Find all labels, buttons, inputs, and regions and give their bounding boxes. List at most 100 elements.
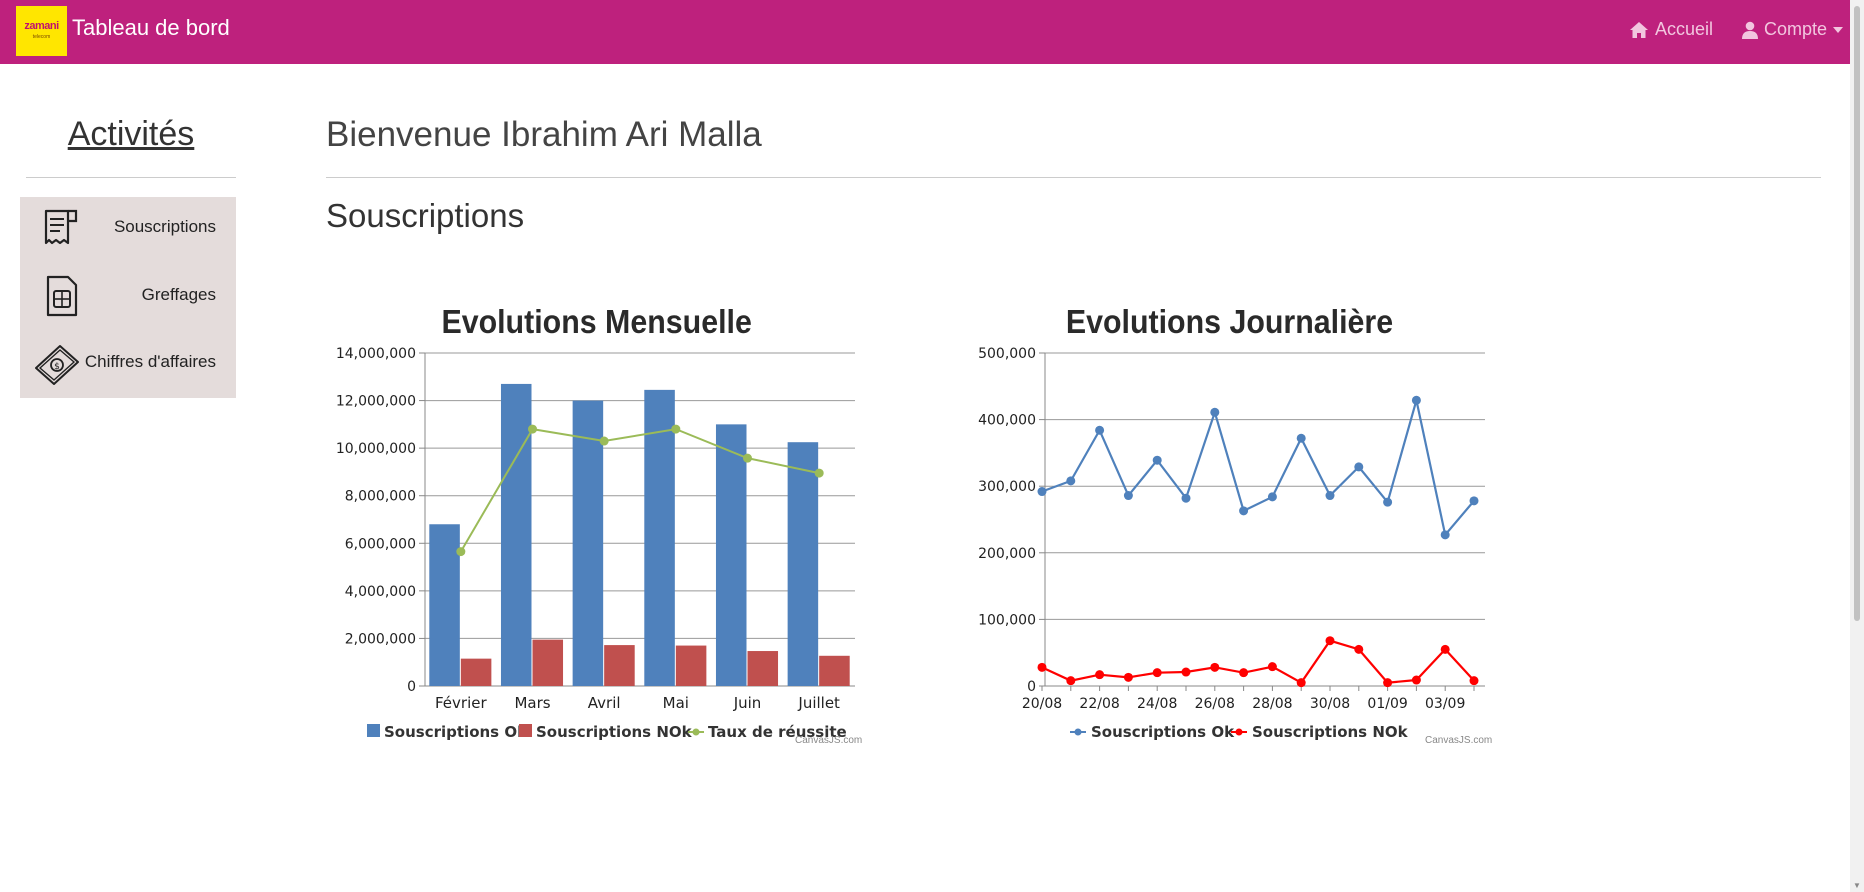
point-souscriptions-ok [1239, 506, 1249, 516]
section-title: Souscriptions [326, 197, 525, 234]
legend-marker [1074, 728, 1082, 736]
user-icon [1742, 21, 1758, 39]
y-tick-label: 300,000 [978, 479, 1036, 495]
point-taux-reussite [599, 436, 609, 446]
y-tick-label: 14,000,000 [336, 346, 416, 362]
sim-card-icon [46, 275, 78, 317]
bar-souscriptions-ok [715, 424, 747, 686]
y-tick-label: 2,000,000 [345, 631, 416, 647]
point-souscriptions-ok [1383, 497, 1393, 507]
scrollbar-thumb[interactable] [1854, 6, 1860, 621]
x-tick-label: Février [435, 694, 487, 712]
monthly-chart-credit[interactable]: CanvasJS.com [795, 735, 863, 746]
point-souscriptions-nok [1123, 672, 1133, 682]
sidebar-item-label: Chiffres d'affaires [84, 352, 216, 371]
daily-chart-credit[interactable]: CanvasJS.com [1425, 735, 1493, 746]
point-souscriptions-nok [1354, 644, 1364, 654]
point-souscriptions-nok [1325, 636, 1335, 646]
point-souscriptions-nok [1469, 676, 1479, 686]
daily-chart-title: Evolutions Journalière [1065, 303, 1394, 340]
legend-marker [519, 724, 532, 737]
sidebar-item-chiffres-affaires[interactable]: $ Chiffres d'affaires [20, 332, 236, 392]
point-souscriptions-ok [1325, 491, 1335, 501]
y-tick-label: 8,000,000 [345, 489, 416, 505]
y-tick-label: 12,000,000 [336, 394, 416, 410]
zamani-logo[interactable]: zamani telecom [16, 6, 67, 56]
legend-label: Taux de réussite [708, 723, 847, 741]
scroll-down-icon[interactable]: ▼ [1853, 881, 1861, 890]
sidebar-divider [26, 177, 236, 178]
home-link[interactable]: Accueil [1629, 19, 1713, 40]
brand-title[interactable]: Tableau de bord [72, 15, 230, 40]
point-taux-reussite [671, 424, 681, 434]
legend-label: Souscriptions NOk [1252, 723, 1409, 741]
bar-souscriptions-ok [572, 400, 604, 686]
legend-marker [367, 724, 380, 737]
point-souscriptions-nok [1267, 662, 1277, 672]
point-souscriptions-nok [1383, 678, 1393, 688]
sidebar-item-greffages[interactable]: Greffages [20, 265, 236, 325]
y-tick-label: 200,000 [978, 546, 1036, 562]
y-tick-label: 100,000 [978, 612, 1036, 628]
page-scrollbar[interactable]: ▼ [1850, 0, 1864, 892]
bar-souscriptions-nok [819, 655, 850, 686]
x-tick-label: 22/08 [1079, 696, 1119, 712]
point-souscriptions-ok [1210, 407, 1220, 417]
sidebar-menu: Souscriptions Greffages $ Chiffres d'aff… [20, 197, 236, 398]
x-tick-label: Juin [733, 694, 762, 712]
sidebar-item-label: Greffages [141, 285, 216, 304]
bar-souscriptions-nok [747, 651, 779, 686]
line-souscriptions-nok [1041, 639, 1475, 685]
logo-subtext: telecom [32, 34, 51, 40]
main-divider [326, 177, 1821, 178]
legend-marker [692, 728, 700, 736]
point-souscriptions-ok [1037, 487, 1047, 497]
account-label: Compte [1764, 19, 1828, 39]
sidebar-item-label: Souscriptions [113, 217, 216, 236]
point-taux-reussite [528, 424, 537, 434]
bar-souscriptions-ok [429, 524, 460, 686]
bar-souscriptions-nok [532, 639, 564, 686]
home-icon [1630, 21, 1648, 38]
monthly-chart-title: Evolutions Mensuelle [441, 303, 752, 340]
x-tick-label: 28/08 [1252, 696, 1292, 712]
x-tick-label: 24/08 [1137, 696, 1177, 712]
bar-souscriptions-nok [460, 658, 492, 686]
point-souscriptions-ok [1296, 433, 1306, 443]
top-navbar: zamani telecom Tableau de bord Accueil C… [0, 0, 1850, 64]
point-taux-reussite [814, 468, 824, 478]
bar-souscriptions-ok [787, 442, 819, 686]
sidebar-title: Activités [67, 115, 195, 153]
point-souscriptions-nok [1037, 662, 1047, 672]
money-icon: $ [35, 345, 79, 385]
point-souscriptions-ok [1411, 395, 1421, 405]
logo-text: zamani [24, 20, 59, 32]
x-tick-label: 20/08 [1022, 696, 1062, 712]
line-souscriptions-ok [1041, 399, 1475, 538]
x-tick-label: Avril [588, 694, 621, 712]
monthly-chart: 0 2,000,000 4,000,000 6,000,000 8,000,000 10,… [336, 346, 855, 741]
receipt-icon [44, 209, 78, 245]
account-dropdown[interactable]: Compte [1742, 19, 1844, 40]
point-souscriptions-nok [1066, 676, 1076, 686]
sidebar-item-souscriptions[interactable]: Souscriptions [20, 197, 236, 257]
point-souscriptions-ok [1469, 496, 1479, 506]
x-tick-label: Mai [663, 694, 689, 712]
x-tick-label: 01/09 [1367, 696, 1407, 712]
point-souscriptions-nok [1210, 662, 1220, 672]
point-souscriptions-nok [1440, 644, 1450, 654]
legend-label: Souscriptions NOk [536, 723, 693, 741]
x-tick-label: 26/08 [1195, 696, 1235, 712]
point-souscriptions-nok [1181, 667, 1191, 677]
x-tick-label: Mars [514, 694, 550, 712]
y-tick-label: 6,000,000 [345, 536, 416, 552]
point-taux-reussite [456, 547, 466, 557]
point-souscriptions-ok [1152, 455, 1162, 465]
point-taux-reussite [743, 453, 752, 463]
point-souscriptions-ok [1123, 491, 1133, 501]
y-tick-label: 500,000 [978, 346, 1036, 362]
point-souscriptions-nok [1296, 678, 1306, 688]
y-tick-label: 400,000 [978, 413, 1036, 429]
point-souscriptions-nok [1239, 668, 1249, 678]
x-tick-label: 03/09 [1425, 696, 1465, 712]
